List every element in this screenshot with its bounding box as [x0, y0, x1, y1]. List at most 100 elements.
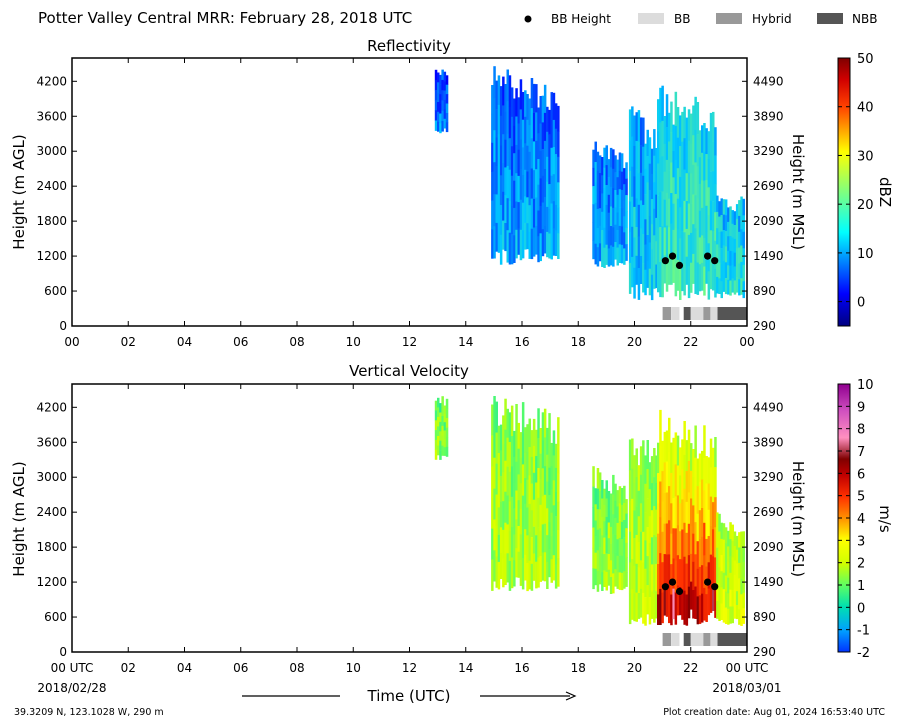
x-tick-label: 22 [683, 661, 698, 675]
echo-cell [618, 244, 622, 263]
echo-cell [506, 165, 509, 199]
echo-cell [727, 250, 730, 266]
echo-cell [720, 587, 723, 604]
echo-cell [437, 407, 440, 418]
colorbar-tick-label: 8 [857, 423, 865, 438]
echo-cell [663, 431, 667, 463]
echo-cell [550, 466, 553, 490]
date-start: 2018/02/28 [37, 681, 106, 695]
echo-cell [554, 128, 558, 155]
echo-cell [437, 82, 440, 93]
echo-cell [502, 191, 505, 221]
echo-cell [609, 510, 613, 528]
bb-class-segment [703, 633, 711, 646]
echo-cell [616, 230, 619, 248]
echo-cell [650, 224, 654, 250]
echo-cell [701, 262, 704, 291]
echo-cell [535, 112, 538, 142]
echo-cell [644, 269, 647, 296]
echo-cell [727, 207, 730, 223]
echo-cell [526, 563, 529, 592]
echo-cell [631, 196, 634, 228]
echo-cell [655, 217, 658, 242]
echo-cell [497, 75, 501, 106]
echo-cell [504, 84, 507, 113]
echo-cell [738, 215, 741, 232]
echo-cell [718, 216, 721, 233]
echo-cell [731, 524, 734, 542]
echo-cell [716, 195, 719, 213]
echo-cell [535, 84, 538, 113]
echo-cell [639, 228, 643, 257]
echo-cell [596, 509, 600, 531]
echo-cell [493, 66, 496, 99]
echo-cell [607, 538, 611, 555]
echo-cell [685, 228, 689, 257]
echo-cell [596, 228, 600, 248]
echo-band [592, 466, 628, 594]
echo-cell [594, 520, 597, 537]
echo-cell [683, 590, 686, 625]
echo-cell [614, 535, 617, 553]
echo-cell [655, 509, 658, 538]
echo-cell [720, 555, 723, 572]
echo-cell [495, 525, 498, 557]
echo-cell [554, 492, 558, 517]
colorbar-tick-label: 4 [857, 512, 865, 527]
echo-cell [663, 199, 667, 228]
echo-cell [532, 526, 536, 554]
echo-cell [510, 405, 514, 437]
echo-cell [594, 243, 597, 265]
x-tick-label: 18 [571, 661, 586, 675]
echo-cell [696, 102, 700, 135]
echo-cell [644, 143, 647, 170]
echo-cell [665, 523, 669, 555]
echo-cell [609, 147, 613, 168]
echo-cell [596, 247, 600, 267]
echo-cell [729, 221, 732, 237]
echo-cell [663, 116, 667, 145]
echo-cell [720, 198, 723, 216]
legend-bb-label: BB [674, 12, 690, 26]
echo-cell [692, 105, 695, 136]
echo-cell [620, 171, 624, 191]
bb-height-point [711, 583, 719, 591]
echo-cell [612, 168, 615, 189]
echo-cell [653, 155, 656, 183]
echo-cell [740, 229, 743, 246]
legend-nbb-swatch [817, 13, 843, 24]
echo-cell [548, 159, 551, 185]
echo-cell [659, 227, 662, 263]
echo-cell [530, 168, 534, 199]
echo-cell [437, 416, 440, 427]
echo-cell [668, 141, 671, 171]
echo-cell [679, 475, 682, 504]
echo-cell [740, 212, 743, 230]
echo-cell [495, 432, 498, 464]
echo-cell [670, 472, 673, 504]
y-right-tick-label: 3890 [753, 435, 784, 449]
echo-cell [657, 99, 660, 132]
y-right-tick-label: 4490 [753, 400, 784, 414]
echo-cell [524, 222, 527, 250]
echo-cell [519, 169, 523, 200]
colorbar-tick-label: 20 [857, 198, 874, 213]
echo-cell [519, 79, 523, 110]
echo-cell [701, 152, 704, 181]
echo-cell [616, 194, 619, 213]
echo-cell [731, 540, 734, 558]
x-tick-label: 00 UTC [726, 661, 769, 675]
echo-cell [592, 568, 595, 590]
echo-cell [681, 499, 684, 530]
colorbar-tick-label: -2 [857, 646, 870, 661]
echo-cell [735, 591, 739, 606]
echo-cell [625, 227, 628, 245]
echo-cell [441, 435, 444, 446]
echo-cell [712, 556, 715, 584]
bb-height-point [661, 583, 670, 591]
echo-cell [552, 228, 556, 256]
echo-cell [434, 120, 438, 131]
echo-cell [515, 229, 518, 259]
echo-cell [628, 201, 632, 233]
echo-cell [491, 466, 494, 498]
